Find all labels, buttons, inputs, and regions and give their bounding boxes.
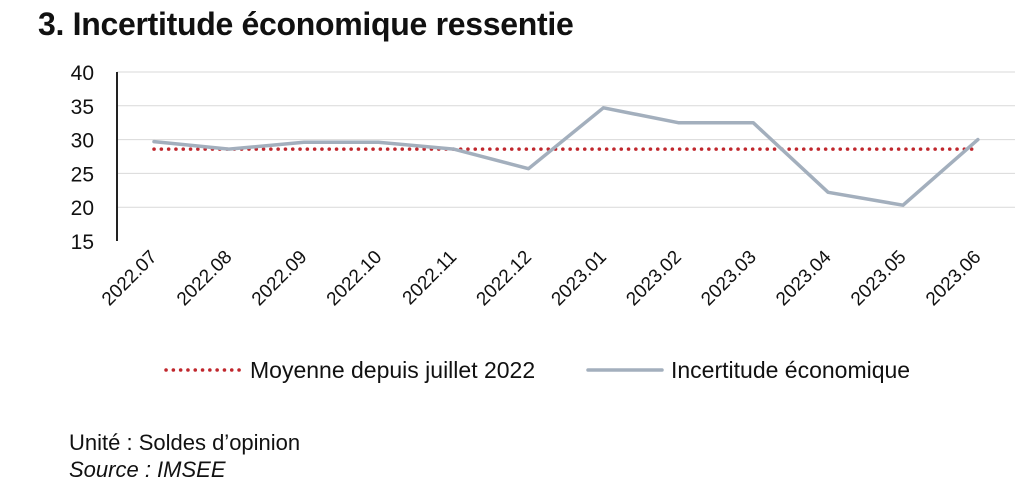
uncertainty-line <box>152 106 980 207</box>
series-group <box>152 106 980 207</box>
x-tick-label: 2022.09 <box>248 247 311 310</box>
source-note: Source : IMSEE <box>69 457 226 482</box>
x-tick-label: 2023.05 <box>847 247 910 310</box>
x-tick-label: 2022.08 <box>173 247 236 310</box>
x-tick-label: 2022.11 <box>399 247 461 309</box>
y-tick-label: 40 <box>71 62 94 85</box>
x-tick-label: 2023.06 <box>922 247 985 310</box>
unit-note: Unité : Soldes d’opinion <box>69 430 301 455</box>
x-tick-labels: 2022.07 2022.08 2022.09 2022.10 2022.11 2022.… <box>98 246 985 310</box>
y-tick-label: 15 <box>71 231 94 254</box>
y-tick-label: 30 <box>71 130 94 153</box>
x-tick-label: 2023.04 <box>772 246 836 310</box>
legend: Moyenne depuis juillet 2022 Incertitude é… <box>164 357 910 383</box>
x-tick-label: 2023.01 <box>548 247 611 310</box>
y-tick-label: 35 <box>71 96 94 119</box>
y-tick-label: 20 <box>71 197 94 220</box>
x-tick-label: 2023.02 <box>622 247 685 310</box>
legend-label-average: Moyenne depuis juillet 2022 <box>250 357 535 383</box>
x-tick-label: 2022.07 <box>98 247 161 310</box>
chart-title: 3. Incertitude économique ressentie <box>38 6 574 42</box>
y-tick-label: 25 <box>71 163 94 186</box>
x-tick-label: 2022.12 <box>473 247 536 310</box>
x-tick-label: 2022.10 <box>323 247 386 310</box>
y-tick-labels: 15 20 25 30 35 40 <box>71 62 94 254</box>
legend-label-uncertainty: Incertitude économique <box>671 357 910 383</box>
x-tick-label: 2023.03 <box>697 247 760 310</box>
